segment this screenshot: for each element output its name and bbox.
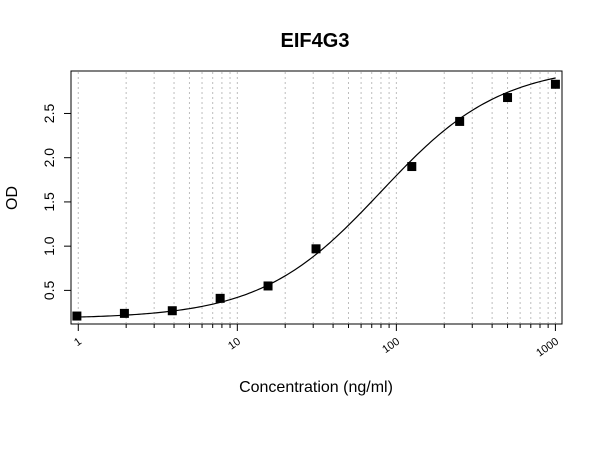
- y-axis: 0.5 1.0 1.5 2.0 2.5: [41, 104, 72, 300]
- data-point: [503, 93, 513, 103]
- x-tick-label: 1000: [534, 336, 561, 360]
- data-point: [119, 308, 129, 318]
- data-point: [550, 79, 560, 89]
- y-tick-label: 2.5: [41, 104, 57, 124]
- y-tick-label: 1.5: [41, 192, 57, 212]
- data-points: [72, 79, 560, 321]
- plot-area-border: [70, 70, 563, 325]
- grid-lines: [77, 72, 556, 323]
- y-tick-label: 1.0: [41, 236, 57, 256]
- x-axis: 1 10 100 1000: [72, 324, 561, 360]
- data-point: [167, 306, 177, 316]
- y-tick-label: 2.0: [41, 148, 57, 168]
- data-point: [455, 116, 465, 126]
- fit-curve: [76, 77, 556, 318]
- data-point: [407, 162, 417, 172]
- data-point: [263, 281, 273, 291]
- x-tick-label: 100: [380, 336, 402, 356]
- x-axis-label: Concentration (ng/ml): [239, 379, 393, 396]
- x-tick-label: 10: [226, 336, 243, 353]
- data-point: [311, 244, 321, 254]
- chart-title: EIF4G3: [281, 30, 350, 52]
- data-point: [215, 293, 225, 303]
- x-tick-label: 1: [72, 336, 84, 349]
- data-point: [72, 311, 82, 321]
- y-tick-label: 0.5: [41, 280, 57, 300]
- y-axis-label: OD: [4, 186, 21, 210]
